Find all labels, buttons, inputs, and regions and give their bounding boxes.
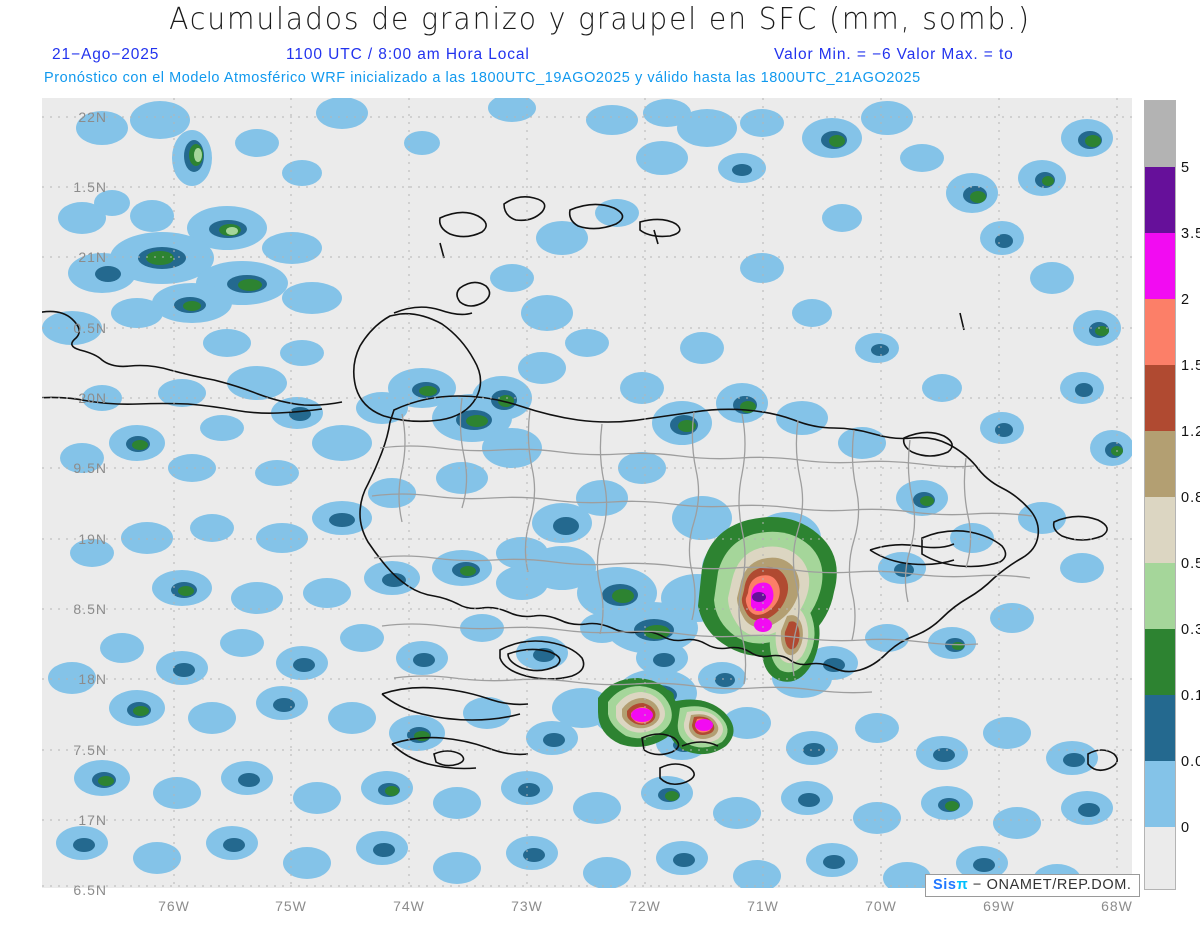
- coastlines: [42, 196, 1118, 786]
- colorbar-tick: 2: [1181, 292, 1191, 308]
- colorbar-band: [1145, 629, 1175, 695]
- colorbar-band: [1145, 827, 1175, 889]
- value-minmax: Valor Min. = −6 Valor Max. = to: [774, 46, 1014, 63]
- colorbar-tick: 0: [1181, 820, 1191, 836]
- map-plot-area: [42, 98, 1132, 888]
- band-purple: [752, 592, 766, 602]
- colorbar-tick: 0.3: [1181, 622, 1200, 638]
- x-axis-tick: 76W: [158, 898, 190, 914]
- colorbar-band: [1145, 233, 1175, 299]
- colorbar-tick: 1.2: [1181, 424, 1200, 440]
- grid-lines: [42, 98, 1132, 888]
- colorbar-tick: 0.8: [1181, 490, 1200, 506]
- provider-watermark: Sisπ − ONAMET/REP.DOM.: [925, 874, 1140, 897]
- x-axis-tick: 71W: [747, 898, 779, 914]
- band-light-blue: [42, 98, 1132, 888]
- watermark-sis: Sis: [933, 877, 957, 893]
- precipitation-field: [42, 98, 1132, 888]
- page-title: Acumulados de granizo y graupel en SFC (…: [169, 2, 1031, 37]
- colorbar-tick: 3.5: [1181, 226, 1200, 242]
- colorbar-band: [1145, 299, 1175, 365]
- colorbar-band: [1145, 497, 1175, 563]
- colorbar-band: [1145, 101, 1175, 167]
- colorbar-band: [1145, 365, 1175, 431]
- model-description: Pronóstico con el Modelo Atmosférico WRF…: [44, 70, 921, 86]
- watermark-pi-icon: π: [956, 877, 969, 893]
- x-axis-tick: 68W: [1101, 898, 1133, 914]
- province-borders: [371, 397, 1033, 694]
- forecast-time: 1100 UTC / 8:00 am Hora Local: [286, 46, 530, 63]
- watermark-agency: − ONAMET/REP.DOM.: [972, 877, 1132, 893]
- x-axis-tick: 69W: [983, 898, 1015, 914]
- x-axis-tick: 74W: [393, 898, 425, 914]
- x-axis-tick: 70W: [865, 898, 897, 914]
- colorbar-band: [1145, 695, 1175, 761]
- x-axis-tick: 73W: [511, 898, 543, 914]
- chart-header: Acumulados de granizo y graupel en SFC (…: [0, 0, 1200, 95]
- colorbar-band: [1145, 167, 1175, 233]
- colorbar-band: [1145, 431, 1175, 497]
- colorbar-tick: 0.05: [1181, 754, 1200, 770]
- forecast-date: 21−Ago−2025: [52, 46, 160, 63]
- colorbar: [1144, 100, 1176, 890]
- colorbar-tick: 0.5: [1181, 556, 1200, 572]
- colorbar-band: [1145, 761, 1175, 827]
- x-axis-tick: 72W: [629, 898, 661, 914]
- x-axis-tick: 75W: [275, 898, 307, 914]
- colorbar-tick: 5: [1181, 160, 1191, 176]
- colorbar-tick: 1.5: [1181, 358, 1200, 374]
- colorbar-tick: 0.1: [1181, 688, 1200, 704]
- colorbar-band: [1145, 563, 1175, 629]
